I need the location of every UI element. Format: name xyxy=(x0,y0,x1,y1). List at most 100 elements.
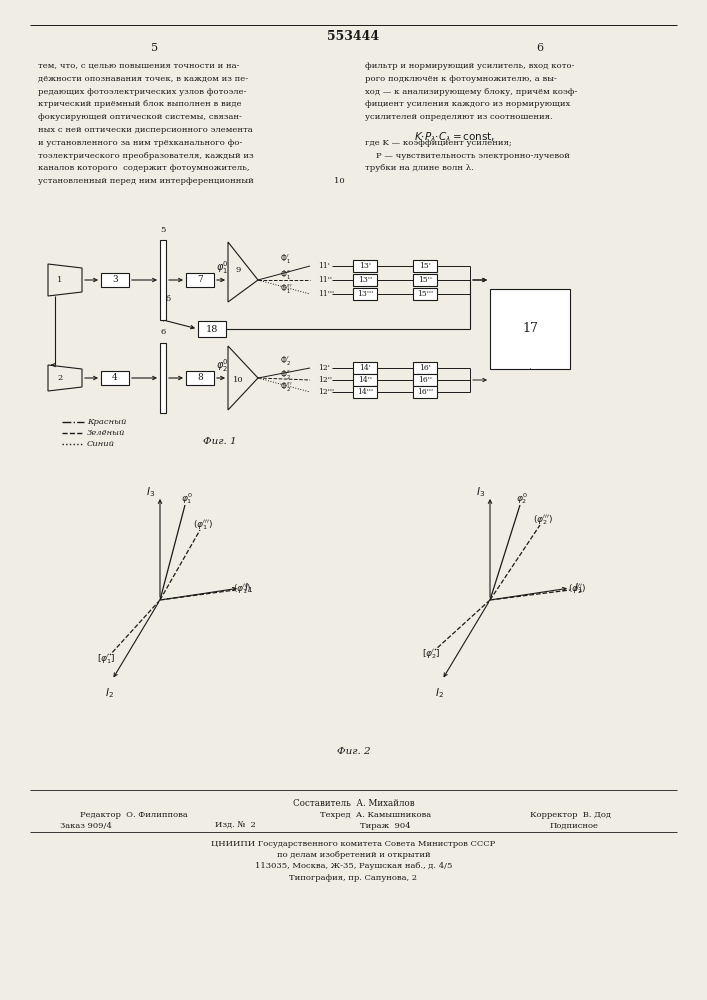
Bar xyxy=(160,240,166,320)
Text: 11''': 11''' xyxy=(318,290,334,298)
Bar xyxy=(353,274,377,286)
Text: 12''': 12''' xyxy=(318,388,334,396)
Text: 3: 3 xyxy=(112,275,118,284)
Text: трубки на длине волн λ.: трубки на длине волн λ. xyxy=(365,164,474,172)
Text: $\Phi_2'''$: $\Phi_2'''$ xyxy=(280,381,293,394)
Text: Зелёный: Зелёный xyxy=(87,429,125,437)
Text: Синий: Синий xyxy=(87,440,115,448)
Bar xyxy=(186,371,214,385)
Text: $(\varphi_1''')$: $(\varphi_1''')$ xyxy=(193,518,213,532)
Bar xyxy=(353,386,377,398)
Text: усилителей определяют из соотношения.: усилителей определяют из соотношения. xyxy=(365,113,553,121)
Text: Корректор  В. Дод: Корректор В. Дод xyxy=(530,811,611,819)
Text: Фиг. 2: Фиг. 2 xyxy=(337,748,370,756)
Text: Изд. №  2: Изд. № 2 xyxy=(215,822,256,830)
Text: $(\varphi_1'')$: $(\varphi_1'')$ xyxy=(233,582,251,596)
Bar xyxy=(353,260,377,272)
Text: 2: 2 xyxy=(57,374,63,382)
Text: фильтр и нормирующий усилитель, вход кото-: фильтр и нормирующий усилитель, вход кот… xyxy=(365,62,575,70)
Text: 15': 15' xyxy=(419,262,431,270)
Text: Красный: Красный xyxy=(87,418,127,426)
Text: рого подключён к фотоумножителю, а вы-: рого подключён к фотоумножителю, а вы- xyxy=(365,75,557,83)
Text: 11'': 11'' xyxy=(318,276,332,284)
Text: $I_2$: $I_2$ xyxy=(105,686,114,700)
Text: 14'': 14'' xyxy=(358,376,372,384)
Text: установленный перед ним интерференционный: установленный перед ним интерференционны… xyxy=(38,177,254,185)
Text: Подписное: Подписное xyxy=(550,822,599,830)
Text: Техред  А. Камышникова: Техред А. Камышникова xyxy=(320,811,431,819)
Text: Составитель  А. Михайлов: Составитель А. Михайлов xyxy=(293,799,414,808)
Bar xyxy=(101,371,129,385)
Bar xyxy=(101,273,129,287)
Text: Тираж  904: Тираж 904 xyxy=(360,822,411,830)
Text: 1: 1 xyxy=(57,276,63,284)
Text: тем, что, с целью повышения точности и на-: тем, что, с целью повышения точности и н… xyxy=(38,62,240,70)
Bar xyxy=(413,362,437,374)
Text: 13': 13' xyxy=(359,262,371,270)
Text: дёжности опознавания точек, в каждом из пе-: дёжности опознавания точек, в каждом из … xyxy=(38,75,248,83)
Text: фокусирующей оптической системы, связан-: фокусирующей оптической системы, связан- xyxy=(38,113,242,121)
Text: $\Phi_1'$: $\Phi_1'$ xyxy=(280,253,291,266)
Text: где K — коэффициент усиления;: где K — коэффициент усиления; xyxy=(365,139,512,147)
Text: 113035, Москва, Ж-35, Раушская наб., д. 4/5: 113035, Москва, Ж-35, Раушская наб., д. … xyxy=(255,862,452,870)
Text: $\varphi_2^0$: $\varphi_2^0$ xyxy=(516,491,528,506)
Text: 8: 8 xyxy=(197,373,203,382)
Text: 15''': 15''' xyxy=(417,290,433,298)
Bar xyxy=(490,289,570,369)
Text: P — чувствительность электронно-лучевой: P — чувствительность электронно-лучевой xyxy=(365,152,570,160)
Text: ных с ней оптически дисперсионного элемента: ных с ней оптически дисперсионного элеме… xyxy=(38,126,252,134)
Text: 14''': 14''' xyxy=(357,388,373,396)
Bar xyxy=(353,374,377,386)
Text: $\varphi_1^0$: $\varphi_1^0$ xyxy=(181,491,192,506)
Text: 18: 18 xyxy=(206,324,218,334)
Text: по делам изобретений и открытий: по делам изобретений и открытий xyxy=(276,851,431,859)
Bar xyxy=(413,288,437,300)
Text: 4: 4 xyxy=(112,373,118,382)
Text: 9: 9 xyxy=(235,266,240,274)
Text: 5: 5 xyxy=(151,43,158,53)
Bar xyxy=(186,273,214,287)
Text: Фиг. 1: Фиг. 1 xyxy=(203,438,237,446)
Text: 12'': 12'' xyxy=(318,376,332,384)
Text: 13''': 13''' xyxy=(357,290,373,298)
Text: 17: 17 xyxy=(522,322,538,336)
Text: тоэлектрического преобразователя, каждый из: тоэлектрического преобразователя, каждый… xyxy=(38,152,254,160)
Text: 553444: 553444 xyxy=(327,30,380,43)
Text: б: б xyxy=(166,295,171,303)
Text: $(\varphi_2''')$: $(\varphi_2''')$ xyxy=(533,513,553,527)
Text: 15'': 15'' xyxy=(418,276,432,284)
Text: 16': 16' xyxy=(419,364,431,372)
Text: и установленного за ним трёхканального фо-: и установленного за ним трёхканального ф… xyxy=(38,139,243,147)
Text: 14': 14' xyxy=(359,364,371,372)
Text: ход — к анализирующему блоку, причём коэф-: ход — к анализирующему блоку, причём коэ… xyxy=(365,88,578,96)
Text: Заказ 909/4: Заказ 909/4 xyxy=(60,822,112,830)
Bar xyxy=(353,362,377,374)
Text: $(\varphi_2'')$: $(\varphi_2'')$ xyxy=(568,582,586,596)
Text: $I_2$: $I_2$ xyxy=(435,686,444,700)
Text: $\Phi_1'''$: $\Phi_1'''$ xyxy=(280,283,293,296)
Bar xyxy=(413,374,437,386)
Text: $\varphi_1^0$: $\varphi_1^0$ xyxy=(216,260,228,276)
Text: 13'': 13'' xyxy=(358,276,372,284)
Bar xyxy=(160,343,166,413)
Text: 10: 10 xyxy=(334,177,345,185)
Text: редающих фотоэлектрических узлов фотоэле-: редающих фотоэлектрических узлов фотоэле… xyxy=(38,88,247,96)
Text: фициент усиления каждого из нормирующих: фициент усиления каждого из нормирующих xyxy=(365,100,571,108)
Text: $\varphi_2^0$: $\varphi_2^0$ xyxy=(216,358,228,374)
Text: 11': 11' xyxy=(318,262,330,270)
Bar xyxy=(413,260,437,272)
Text: ктрический приёмный блок выполнен в виде: ктрический приёмный блок выполнен в виде xyxy=(38,100,242,108)
Text: 10: 10 xyxy=(233,376,243,384)
Text: Типография, пр. Сапунова, 2: Типография, пр. Сапунова, 2 xyxy=(289,874,418,882)
Text: $[\varphi_2']$: $[\varphi_2']$ xyxy=(421,647,440,661)
Text: 16'': 16'' xyxy=(418,376,432,384)
Text: $I_3$: $I_3$ xyxy=(146,485,155,499)
Text: 6: 6 xyxy=(537,43,544,53)
Text: Редактор  О. Филиппова: Редактор О. Филиппова xyxy=(80,811,188,819)
Text: $\Phi_2'$: $\Phi_2'$ xyxy=(280,355,291,368)
Text: каналов которого  содержит фотоумножитель,: каналов которого содержит фотоумножитель… xyxy=(38,164,250,172)
Text: $\Phi_2''$: $\Phi_2''$ xyxy=(280,368,291,381)
Bar xyxy=(413,274,437,286)
Text: 16''': 16''' xyxy=(417,388,433,396)
Bar xyxy=(413,386,437,398)
